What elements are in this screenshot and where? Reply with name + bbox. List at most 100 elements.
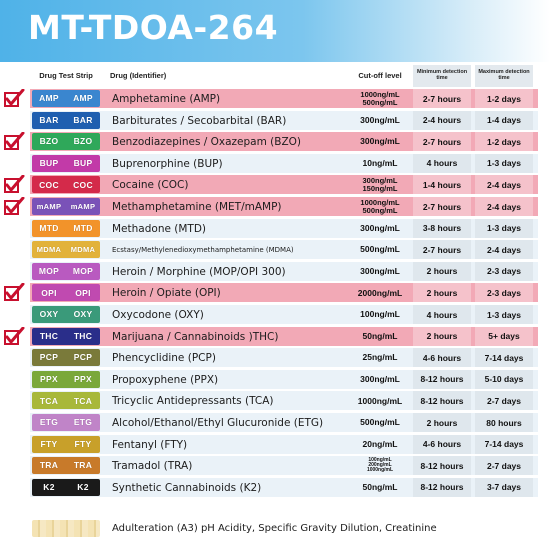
- header-min-detection: Minimum detection time: [413, 65, 471, 87]
- checkmark-icon: [3, 174, 25, 194]
- table-row: COC COC Cocaine (COC) 300ng/mL 150ng/mL 1-4 h…: [0, 174, 550, 195]
- max-column-background: [475, 132, 533, 152]
- drug-test-strip: BAR BAR: [32, 111, 100, 129]
- strip-label: BAR: [39, 114, 59, 125]
- row-background: [30, 175, 538, 195]
- cutoff-level: 300ng/mL: [350, 132, 410, 151]
- cutoff-value: 10ng/mL: [362, 158, 398, 169]
- max-detection-time: 2-4 days: [486, 179, 522, 190]
- adulteration-text: Adulteration (A3) pH Acidity, Specific G…: [112, 523, 437, 534]
- page-title: MT-TDOA-264: [28, 8, 279, 47]
- table-row: PPX PPX Propoxyphene (PPX) 300ng/mL 8-12 hou…: [0, 369, 550, 390]
- row-background: [30, 132, 538, 152]
- max-detection-time: 1-3 days: [486, 223, 522, 234]
- strip-label: BUP: [73, 158, 93, 169]
- min-column-background: [413, 110, 471, 130]
- cutoff-value: 300ng/mL: [362, 176, 398, 186]
- checkmark-icon: [3, 196, 25, 216]
- drug-name: Alcohol/Ethanol/Ethyl Glucuronide (ETG): [112, 417, 324, 429]
- drug-name: Heroin / Opiate (OPI): [112, 287, 221, 300]
- cutoff-level: 300ng/mL: [350, 262, 410, 281]
- strip-label: THC: [73, 330, 93, 341]
- min-detection-time: 8-12 hours: [420, 482, 464, 493]
- cutoff-level: 10ng/mL: [350, 154, 410, 173]
- max-column-background: [475, 391, 533, 411]
- min-column-background: [413, 326, 471, 346]
- cutoff-level: 300ng/mL: [350, 219, 410, 238]
- drug-test-strip: ETG ETG: [32, 414, 100, 431]
- drug-name: Fentanyl (FTY): [112, 438, 188, 451]
- row-background: [30, 391, 538, 411]
- min-detection-time: 2-4 hours: [422, 115, 462, 126]
- max-detection-time: 3-7 days: [486, 482, 522, 493]
- table-row: MTD MTD Methadone (MTD) 300ng/mL 3-8 hours 1-…: [0, 218, 550, 239]
- max-column-background: [475, 89, 533, 108]
- drug-test-strip: PPX PPX: [32, 370, 100, 388]
- max-column-background: [475, 456, 533, 476]
- max-column-background: [475, 153, 533, 173]
- max-detection-time: 2-4 days: [486, 201, 522, 212]
- strip-label: PPX: [40, 374, 58, 385]
- drug-name: Methadone (MTD): [112, 222, 207, 235]
- row-background: [30, 348, 538, 368]
- drug-test-strip: TCA TCA: [32, 392, 100, 410]
- drug-name: Buprenorphine (BUP): [112, 157, 223, 170]
- strip-label: FTY: [40, 438, 58, 449]
- min-column-background: [413, 434, 471, 454]
- strip-label: ETG: [39, 417, 59, 428]
- max-detection-time: 1-3 days: [486, 158, 522, 169]
- strip-label: OXY: [39, 309, 59, 320]
- row-background: [30, 283, 538, 303]
- drug-name: Methamphetamine (MET/mAMP): [112, 201, 282, 213]
- max-detection-time: 1-2 days: [486, 93, 522, 104]
- cutoff-level: 50ng/mL: [350, 478, 410, 497]
- cutoff-value: 100ng/mL: [360, 309, 400, 320]
- min-column-background: [413, 261, 471, 281]
- table-row: TCA TCA Tricyclic Antidepressants (TCA) 100…: [0, 390, 550, 411]
- max-column-background: [475, 413, 533, 432]
- min-column-background: [413, 89, 471, 108]
- strip-label: PCP: [39, 352, 59, 363]
- cutoff-level: 2000ng/mL: [350, 283, 410, 302]
- adulteration-strip: [32, 520, 100, 537]
- cutoff-value: 150ng/mL: [362, 183, 398, 193]
- cutoff-value: 50ng/mL: [362, 482, 398, 493]
- cutoff-level: 300ng/mL: [350, 111, 410, 130]
- row-background: [30, 305, 538, 324]
- cutoff-value: 25ng/mL: [362, 352, 398, 363]
- table-row: ETG ETG Alcohol/Ethanol/Ethyl Glucuronide …: [0, 412, 550, 433]
- min-column-background: [413, 132, 471, 152]
- cutoff-level: 20ng/mL: [350, 435, 410, 454]
- strip-label: PPX: [74, 374, 92, 385]
- cutoff-value: 100ng/mL: [368, 457, 392, 464]
- strip-label: OPI: [75, 287, 91, 298]
- cutoff-value: 500ng/mL: [362, 97, 398, 107]
- strip-label: MDMA: [36, 244, 62, 254]
- max-column-background: [475, 110, 533, 130]
- max-column-background: [475, 175, 533, 195]
- strip-label: AMP: [73, 93, 93, 104]
- strip-label: TRA: [39, 460, 59, 471]
- row-background: [30, 456, 538, 476]
- max-detection-time: 1-4 days: [486, 115, 522, 126]
- drug-test-strip: BZO BZO: [32, 133, 100, 151]
- max-column-background: [475, 326, 533, 346]
- min-column-background: [413, 391, 471, 411]
- strip-label: MOP: [72, 266, 94, 277]
- min-detection-time: 8-12 hours: [420, 395, 464, 406]
- strip-label: mAMP: [36, 201, 62, 211]
- drug-name: Propoxyphene (PPX): [112, 373, 219, 386]
- row-background: [30, 326, 538, 346]
- table-row: AMP AMP Amphetamine (AMP) 1000ng/mL 500ng/mL…: [0, 88, 550, 109]
- cutoff-value: 2000ng/mL: [357, 287, 403, 298]
- drug-name: Marijuana / Cannabinoids )THC): [112, 330, 279, 343]
- min-column-background: [413, 175, 471, 195]
- header-cutoff: Cut-off level: [358, 71, 402, 81]
- max-detection-time: 5+ days: [488, 331, 520, 342]
- min-detection-time: 2-7 hours: [422, 136, 462, 147]
- min-column-background: [413, 283, 471, 303]
- cutoff-value: 300ng/mL: [360, 136, 400, 147]
- min-detection-time: 2 hours: [426, 287, 458, 298]
- cutoff-level: 500ng/mL: [350, 240, 410, 259]
- min-detection-time: 4-6 hours: [422, 352, 462, 363]
